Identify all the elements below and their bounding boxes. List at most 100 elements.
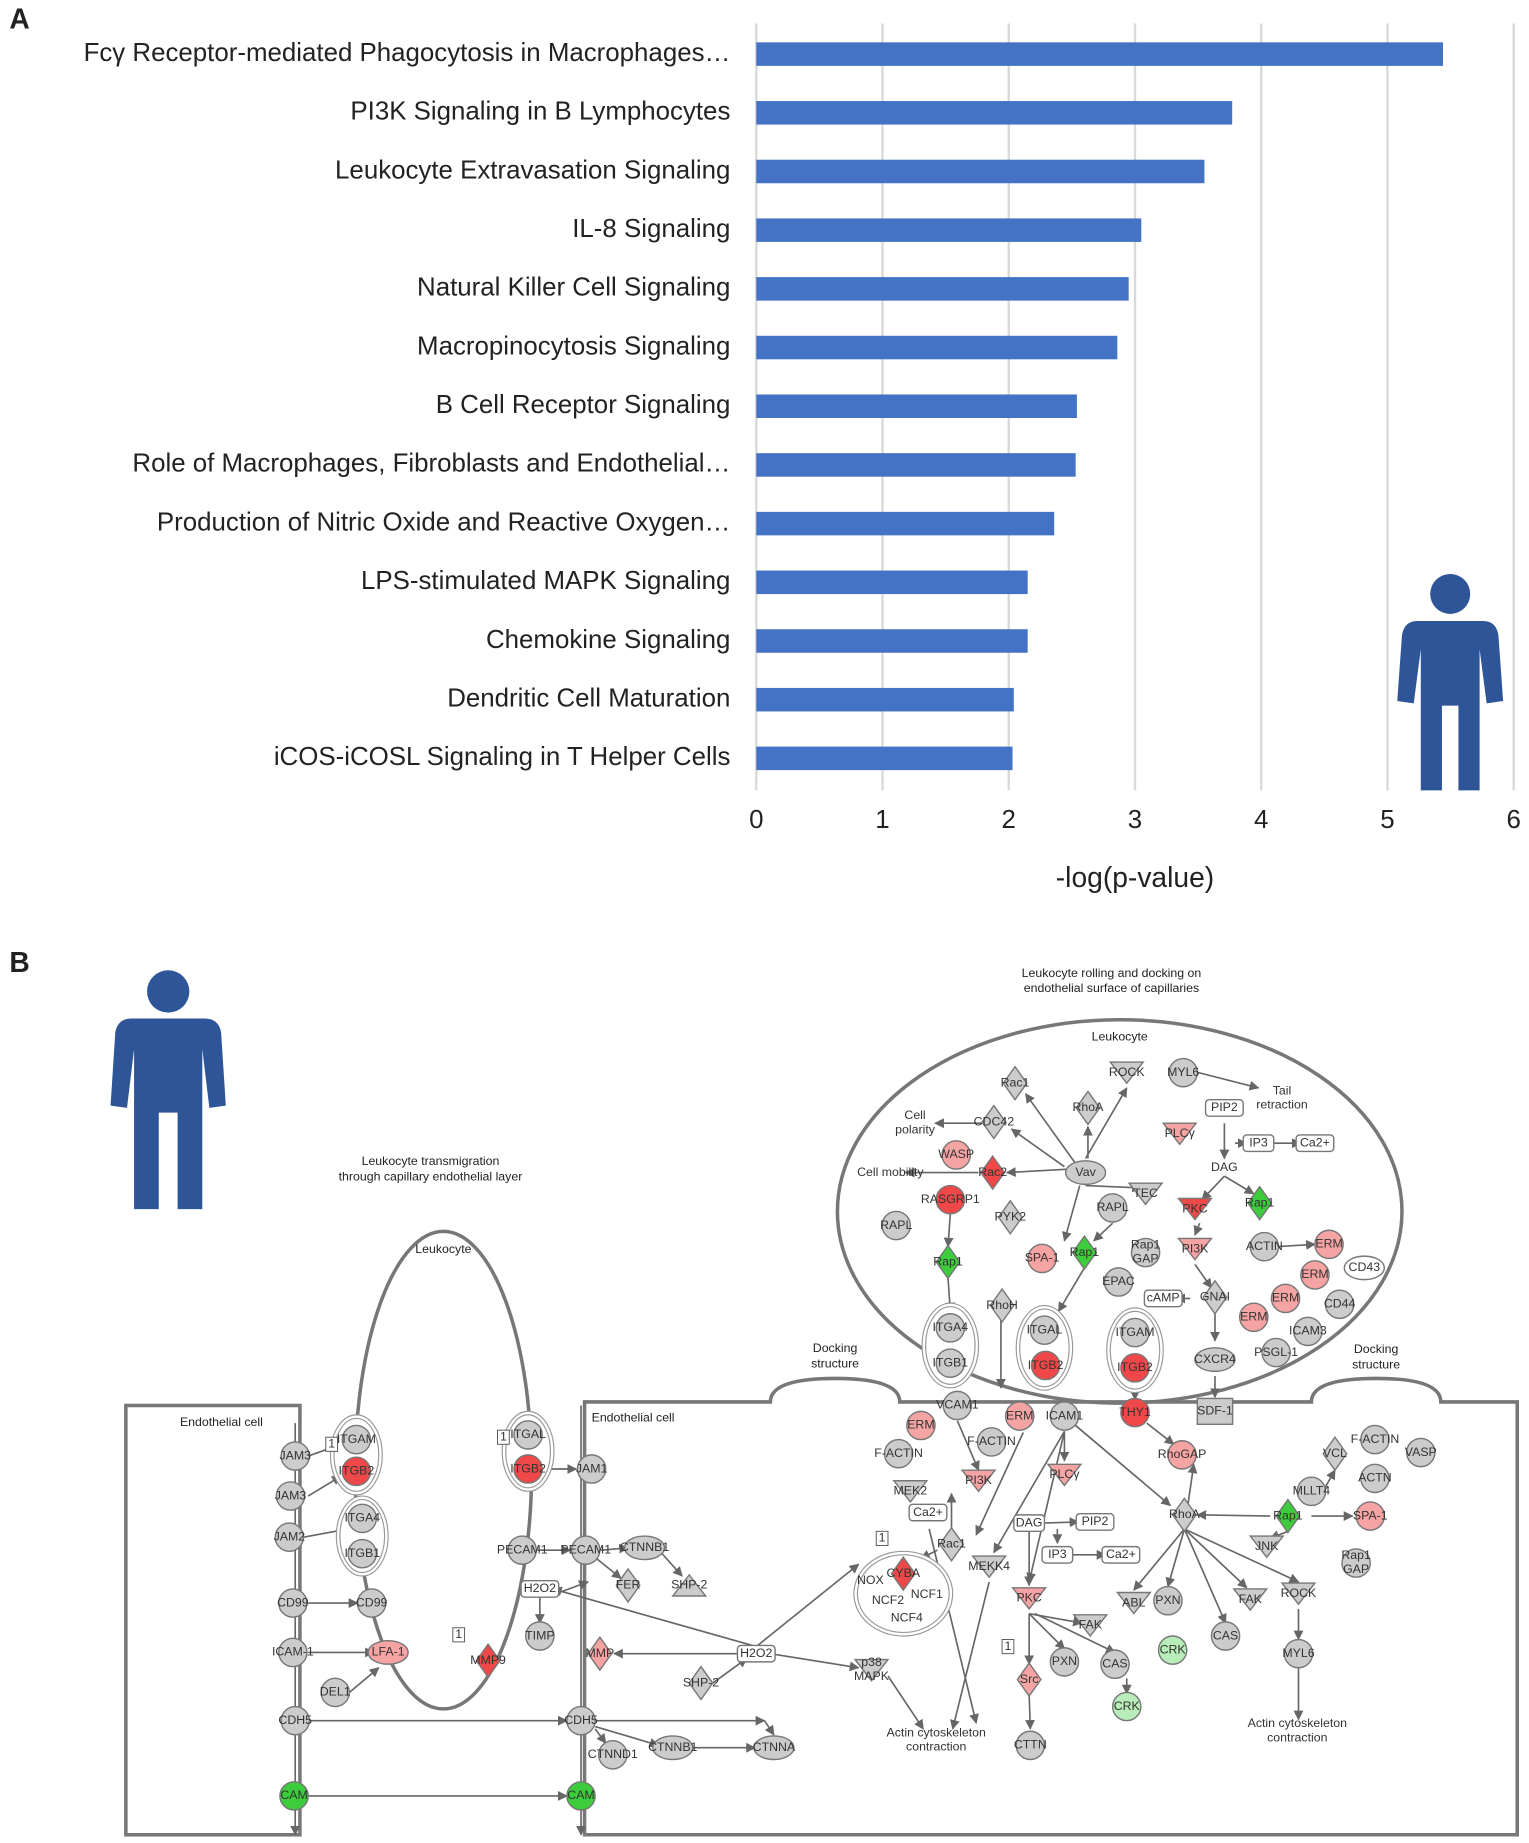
node-label: 1 — [328, 1437, 335, 1451]
category-label: LPS-stimulated MAPK Signaling — [361, 567, 730, 595]
node — [576, 1454, 607, 1484]
node — [623, 1535, 666, 1561]
node-label: DEL1 — [320, 1685, 351, 1699]
node-label: NCF4 — [891, 1611, 923, 1625]
edge — [1005, 1167, 1071, 1178]
node-label: IP3 — [1249, 1135, 1268, 1149]
node — [347, 1503, 378, 1534]
edge — [950, 1581, 990, 1730]
category-label: Role of Macrophages, Fibroblasts and End… — [132, 450, 730, 478]
category-label: iCOS-iCOSL Signaling in T Helper Cells — [274, 743, 731, 771]
node-label: SPA-1 — [1025, 1251, 1060, 1265]
node-label: FAK — [1239, 1592, 1263, 1606]
node-label: Rac2 — [978, 1165, 1007, 1179]
node — [908, 1503, 948, 1522]
node-label: CTNNA — [753, 1740, 796, 1754]
node — [1177, 1197, 1213, 1221]
text-line: Endothelial cell — [592, 1411, 675, 1425]
node — [570, 1535, 601, 1565]
edge — [975, 1432, 1025, 1536]
node — [1013, 1514, 1046, 1533]
node-label: RASGRP1 — [921, 1192, 980, 1206]
text-line: Docking — [813, 1341, 858, 1355]
node — [1210, 1621, 1241, 1651]
node-label: ERM — [1240, 1310, 1267, 1324]
node-label: 1 — [879, 1531, 886, 1545]
node — [1072, 1614, 1109, 1638]
node-label: DAG — [1211, 1160, 1238, 1174]
node-label: SDF-1 — [1197, 1404, 1233, 1418]
region-label: Docking structure — [1352, 1342, 1400, 1371]
node — [452, 1627, 466, 1643]
node — [1238, 1302, 1269, 1333]
node-label: Rap1 — [1273, 1508, 1303, 1522]
node — [1177, 1237, 1213, 1261]
x-tick-label: 2 — [1002, 806, 1016, 834]
text-line: through capillary endothelial layer — [339, 1170, 523, 1184]
node — [1046, 1463, 1083, 1487]
node-label: CD44 — [1324, 1297, 1356, 1311]
node-label: MYL6 — [1167, 1065, 1199, 1079]
node-label: IP3 — [1048, 1547, 1067, 1561]
bar — [756, 394, 1077, 418]
x-tick-label: 1 — [875, 806, 889, 834]
node-label: TIMP — [525, 1628, 554, 1642]
node — [1049, 1647, 1080, 1677]
node — [1360, 1424, 1390, 1455]
edge — [348, 1667, 380, 1694]
edge — [1184, 1528, 1300, 1583]
node — [890, 1555, 916, 1592]
node — [1280, 1582, 1317, 1606]
leukocyte-boundary — [835, 1017, 1404, 1405]
node-label: SHP-2 — [671, 1578, 707, 1592]
node — [1075, 1512, 1115, 1531]
node — [513, 1420, 543, 1450]
region-label: Leukocyte transmigration through capillar… — [339, 1154, 523, 1183]
node-label: ITGA4 — [344, 1511, 380, 1525]
node — [1071, 1234, 1098, 1271]
node — [275, 1481, 306, 1511]
node — [935, 1184, 966, 1215]
node — [507, 1535, 538, 1565]
node-label: ERM — [1315, 1237, 1342, 1251]
text-line: structure — [811, 1357, 859, 1371]
node — [971, 1555, 1008, 1579]
node-label: MEK2 — [894, 1484, 928, 1498]
node-label: PI3K — [965, 1473, 993, 1487]
node-label: SHP-2 — [683, 1675, 719, 1689]
node — [1248, 1535, 1285, 1559]
node-label: ERM — [1272, 1291, 1299, 1305]
node-label: Rap1 — [933, 1254, 963, 1268]
node-label: GNAI — [1200, 1290, 1230, 1304]
node-label: ITGB1 — [933, 1355, 969, 1369]
text-line: Leukocyte transmigration — [362, 1154, 500, 1168]
node — [1157, 1635, 1188, 1665]
node-label: CTTN — [1014, 1738, 1047, 1752]
pathway-diagram: Endothelial cell Endothelial cell Leukocyt… — [124, 966, 1520, 1837]
node — [881, 1210, 912, 1241]
node-label: NOX — [857, 1573, 884, 1587]
edge — [1084, 1087, 1128, 1159]
node-label: PECAM1 — [497, 1542, 548, 1556]
bar — [756, 159, 1205, 184]
node — [1194, 1347, 1236, 1373]
text-line: contraction — [1267, 1731, 1327, 1745]
region-label: Docking structure — [811, 1341, 859, 1370]
node-label: ERM — [907, 1418, 934, 1432]
node-label: ITGAM — [337, 1432, 376, 1446]
complex — [505, 1414, 552, 1489]
node-label: H2O2 — [524, 1581, 556, 1595]
node — [1127, 1182, 1164, 1206]
node — [989, 1287, 1015, 1324]
node — [1171, 1497, 1198, 1533]
node-label: RAPL — [1097, 1200, 1129, 1214]
edge — [755, 1563, 860, 1648]
node-label: ERM — [1301, 1267, 1328, 1281]
node — [1405, 1437, 1436, 1468]
node — [1075, 1090, 1101, 1126]
node — [1204, 1098, 1244, 1117]
node-label: CTNNB1 — [620, 1540, 669, 1554]
person-icon — [1397, 573, 1504, 791]
category-label: Dendritic Cell Maturation — [447, 685, 730, 713]
